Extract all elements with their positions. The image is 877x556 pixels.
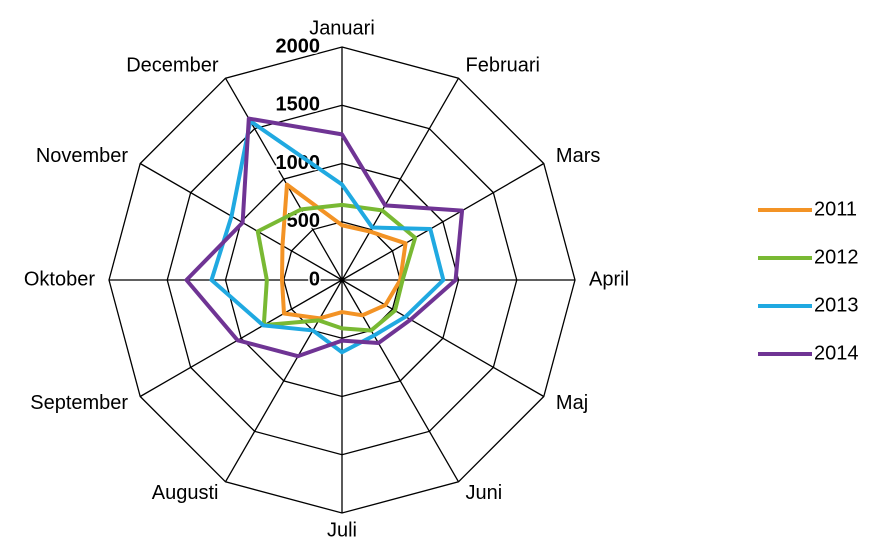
series-line	[280, 182, 408, 321]
category-label: December	[126, 54, 219, 76]
series-line	[255, 202, 418, 333]
tick-label: 1500	[276, 94, 321, 116]
tick-label: 0	[309, 268, 320, 290]
spoke	[341, 279, 545, 398]
category-label: September	[30, 392, 128, 414]
series-line	[209, 119, 446, 355]
spoke	[341, 77, 460, 281]
category-label: Mars	[556, 145, 600, 167]
legend-label: 2014	[814, 342, 859, 364]
category-label: Maj	[556, 392, 588, 414]
category-label: Augusti	[152, 482, 219, 504]
category-label: Juli	[327, 519, 357, 541]
spoke	[341, 279, 460, 483]
spoke	[224, 77, 343, 281]
category-label: April	[589, 268, 629, 290]
category-label: Januari	[309, 17, 375, 39]
spoke	[341, 162, 545, 281]
category-label: Juni	[466, 482, 503, 504]
series-line	[184, 116, 465, 359]
category-label: Februari	[466, 54, 540, 76]
spoke	[139, 279, 343, 398]
legend-label: 2013	[814, 294, 859, 316]
tick-label: 2000	[276, 35, 321, 57]
legend-label: 2012	[814, 246, 859, 268]
category-label: November	[36, 145, 129, 167]
legend-label: 2011	[814, 198, 857, 220]
spoke	[224, 279, 343, 483]
category-label: Oktober	[24, 268, 95, 290]
